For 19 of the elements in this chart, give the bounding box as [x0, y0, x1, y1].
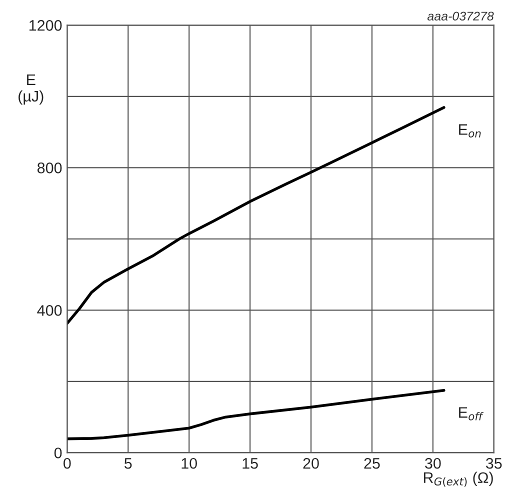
x-tick-label: 30: [425, 458, 441, 469]
x-axis-title: R$_{G(ext)}$ (Ω): [424, 472, 493, 487]
x-tick-label: 0: [64, 458, 71, 469]
series-label: E$_{off}$: [459, 407, 484, 420]
line-series: [67, 388, 446, 440]
x-tick-label: 10: [182, 458, 197, 469]
x-tick-label: 35: [486, 458, 502, 469]
y-tick-label: 800: [37, 162, 62, 174]
x-tick-label: 20: [303, 458, 319, 469]
y-axis-title: E (µJ): [18, 74, 44, 105]
y-tick-label: 0: [54, 448, 62, 458]
line-series: [67, 106, 446, 325]
x-tick-label: 25: [364, 458, 380, 469]
series-label: E$_{on}$: [459, 124, 481, 138]
x-tick-label: 15: [242, 458, 258, 469]
y-tick-label: 1200: [29, 20, 62, 31]
x-tick-label: 5: [124, 458, 132, 469]
y-tick-label: 400: [37, 305, 62, 316]
text: aaa-037278: [427, 12, 494, 21]
